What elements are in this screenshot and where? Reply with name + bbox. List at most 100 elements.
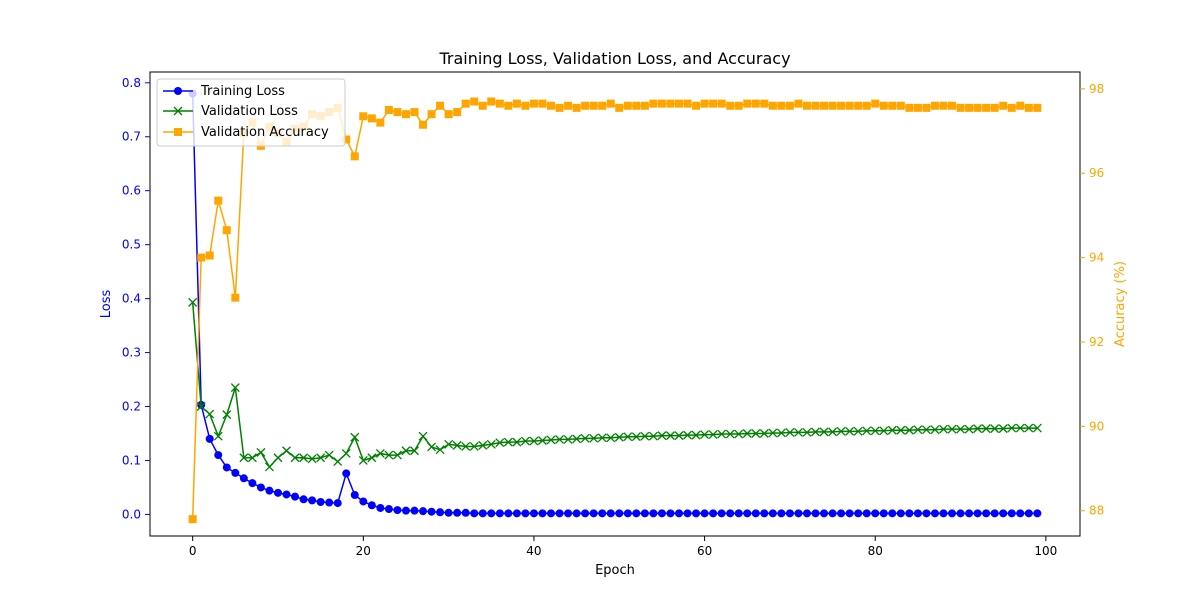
y-right-tick-label: 90 — [1089, 419, 1104, 433]
data-point-training-loss — [948, 509, 957, 518]
data-point-validation-accuracy — [376, 118, 385, 127]
data-point-validation-accuracy — [768, 101, 777, 110]
data-point-training-loss — [760, 509, 769, 518]
data-point-validation-loss — [401, 446, 411, 456]
data-point-validation-accuracy — [632, 101, 641, 110]
data-point-training-loss — [384, 505, 393, 514]
data-point-validation-loss — [316, 453, 326, 463]
data-point-validation-loss — [418, 431, 428, 441]
data-point-training-loss — [308, 496, 317, 505]
y-right-tick-label: 96 — [1089, 166, 1104, 180]
data-point-training-loss — [529, 509, 538, 518]
data-point-validation-loss — [904, 425, 914, 435]
data-point-validation-loss — [614, 432, 624, 442]
data-point-validation-loss — [964, 424, 974, 434]
data-point-validation-loss — [546, 435, 556, 445]
data-point-validation-loss — [478, 440, 488, 450]
data-point-training-loss — [965, 509, 974, 518]
data-point-validation-accuracy — [205, 251, 214, 260]
data-point-training-loss — [683, 509, 692, 518]
data-point-training-loss — [751, 509, 760, 518]
data-point-validation-loss — [230, 383, 240, 393]
data-point-validation-loss — [256, 447, 266, 457]
data-point-training-loss — [888, 509, 897, 518]
x-axis-label: Epoch — [595, 563, 635, 578]
data-point-training-loss — [444, 508, 453, 517]
data-point-training-loss — [231, 468, 240, 477]
data-point-validation-accuracy — [444, 110, 453, 119]
data-point-validation-loss — [486, 439, 496, 449]
data-point-training-loss — [862, 509, 871, 518]
data-point-training-loss — [393, 506, 402, 515]
data-point-validation-accuracy — [657, 99, 666, 108]
data-point-validation-loss — [375, 448, 385, 458]
data-point-training-loss — [990, 509, 999, 518]
data-point-validation-accuracy — [990, 103, 999, 112]
legend-marker-training-loss — [174, 87, 182, 95]
data-point-validation-accuracy — [888, 101, 897, 110]
data-point-validation-loss — [785, 427, 795, 437]
data-point-validation-loss — [887, 425, 897, 435]
series-layer — [188, 89, 1042, 524]
data-point-validation-loss — [188, 297, 198, 307]
data-point-validation-loss — [853, 426, 863, 436]
data-point-validation-accuracy — [495, 99, 504, 108]
data-point-validation-loss — [410, 446, 419, 456]
data-point-validation-loss — [998, 424, 1008, 434]
data-point-validation-loss — [921, 425, 931, 435]
data-point-validation-accuracy — [615, 103, 624, 112]
data-point-validation-accuracy — [999, 101, 1008, 110]
data-point-training-loss — [623, 509, 632, 518]
x-tick-label: 40 — [526, 544, 541, 558]
data-point-validation-accuracy — [555, 103, 564, 112]
data-point-validation-accuracy — [504, 101, 513, 110]
data-point-training-loss — [555, 509, 564, 518]
data-point-training-loss — [342, 469, 351, 478]
data-point-validation-accuracy — [453, 108, 462, 117]
data-point-validation-accuracy — [896, 101, 905, 110]
data-point-training-loss — [999, 509, 1008, 518]
y-right-tick-label: 98 — [1089, 82, 1104, 96]
data-point-validation-accuracy — [1007, 103, 1016, 112]
data-point-validation-loss — [623, 432, 633, 442]
data-point-training-loss — [376, 503, 385, 512]
data-point-validation-loss — [1032, 423, 1042, 433]
data-point-validation-loss — [648, 431, 658, 441]
data-point-training-loss — [845, 509, 854, 518]
data-point-validation-accuracy — [709, 99, 718, 108]
data-point-validation-loss — [845, 426, 855, 436]
legend-entry-validation-loss: Validation Loss — [163, 104, 298, 119]
data-point-validation-accuracy — [666, 99, 675, 108]
data-point-validation-loss — [247, 453, 257, 463]
data-point-validation-loss — [776, 428, 786, 438]
data-point-validation-accuracy — [410, 108, 419, 117]
data-point-validation-loss — [563, 434, 573, 444]
data-point-training-loss — [547, 509, 556, 518]
data-point-validation-accuracy — [564, 101, 573, 110]
data-point-validation-accuracy — [384, 105, 393, 114]
data-point-validation-loss — [435, 445, 445, 455]
data-point-validation-accuracy — [854, 101, 863, 110]
data-point-training-loss — [299, 495, 308, 504]
data-point-validation-loss — [1024, 423, 1034, 433]
data-point-training-loss — [674, 509, 683, 518]
data-point-training-loss — [837, 509, 846, 518]
data-point-training-loss — [401, 506, 410, 515]
data-point-training-loss — [896, 509, 905, 518]
data-point-training-loss — [879, 509, 888, 518]
data-point-validation-loss — [1015, 423, 1025, 433]
data-point-validation-accuracy — [871, 99, 880, 108]
data-point-validation-accuracy — [743, 99, 752, 108]
data-point-validation-accuracy — [572, 103, 581, 112]
data-point-validation-accuracy — [965, 103, 974, 112]
data-point-training-loss — [1033, 509, 1042, 518]
data-point-validation-accuracy — [512, 99, 521, 108]
y-left-tick-label: 0.2 — [122, 400, 141, 414]
data-point-training-loss — [811, 509, 820, 518]
data-point-validation-loss — [793, 427, 803, 437]
data-point-validation-loss — [264, 462, 274, 472]
legend-label-validation-loss: Validation Loss — [201, 104, 298, 119]
data-point-validation-accuracy — [939, 101, 948, 110]
data-point-validation-loss — [819, 427, 829, 437]
